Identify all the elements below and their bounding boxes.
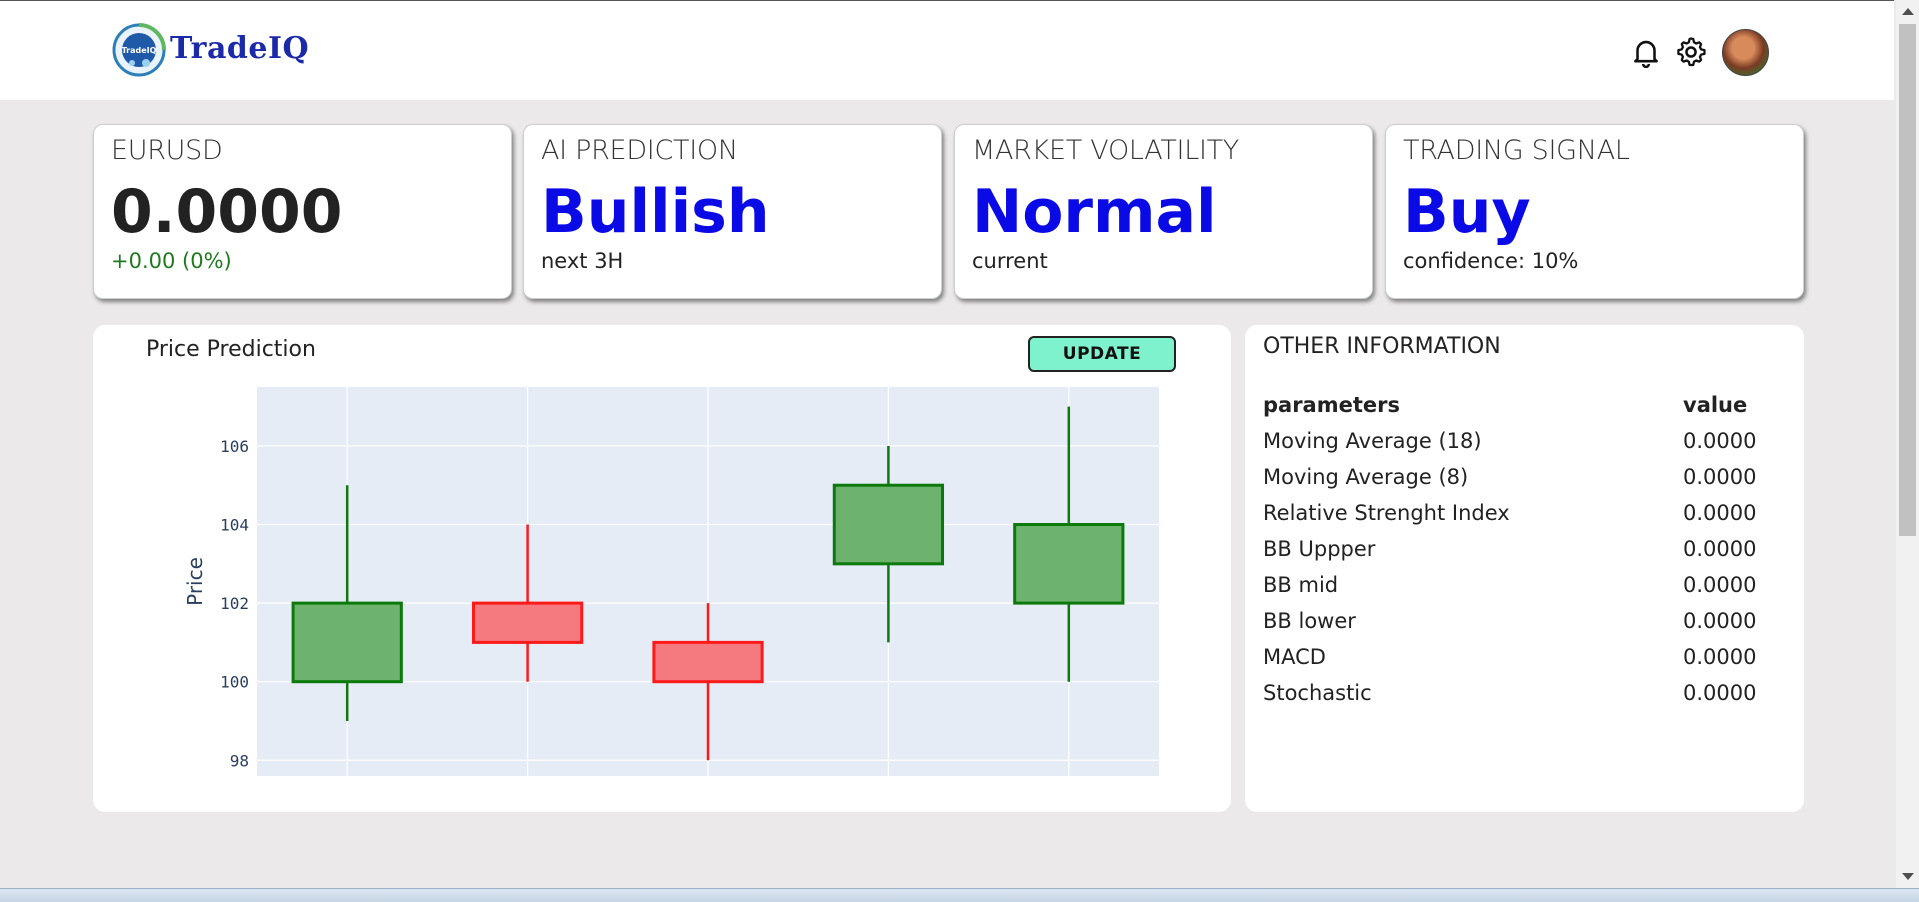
parameter-value: 0.0000	[1683, 573, 1757, 597]
vertical-scrollbar[interactable]	[1896, 0, 1919, 888]
column-header-parameters: parameters	[1263, 393, 1400, 417]
scroll-down-icon[interactable]	[1902, 873, 1914, 880]
parameter-name: BB mid	[1263, 573, 1339, 597]
card-sub: next 3H	[541, 249, 624, 273]
table-row: Moving Average (8) 0.0000	[1263, 459, 1756, 495]
parameter-value: 0.0000	[1683, 681, 1757, 705]
chart-title: Price Prediction	[146, 337, 316, 362]
candle-body	[1013, 523, 1125, 605]
parameter-name: Moving Average (8)	[1263, 465, 1469, 489]
table-row: Stochastic 0.0000	[1263, 675, 1756, 711]
parameter-value: 0.0000	[1683, 645, 1757, 669]
y-tick-label: 98	[230, 751, 249, 770]
candlestick-chart[interactable]: 98 100 102 104 106 Price	[93, 325, 1231, 812]
tradeiq-logo-icon[interactable]: TradeIQ	[112, 23, 166, 77]
card-value: Normal	[972, 177, 1217, 247]
table-row: BB mid 0.0000	[1263, 567, 1756, 603]
card-sub: confidence: 10%	[1403, 249, 1579, 273]
logo-mark-text: TradeIQ	[122, 46, 157, 55]
candle-body	[832, 483, 945, 566]
parameter-name: Relative Strenght Index	[1263, 501, 1510, 525]
y-tick-label: 106	[220, 437, 249, 456]
card-label: MARKET VOLATILITY	[972, 135, 1239, 166]
scroll-thumb[interactable]	[1899, 24, 1916, 536]
candle-body	[471, 601, 584, 644]
column-header-value: value	[1683, 393, 1748, 417]
parameter-value: 0.0000	[1683, 429, 1757, 453]
card-trading-signal: TRADING SIGNAL Buy confidence: 10%	[1385, 124, 1804, 299]
candle-body	[291, 601, 403, 684]
table-row: BB Uppper 0.0000	[1263, 531, 1756, 567]
parameter-name: BB Uppper	[1263, 537, 1376, 561]
other-information-panel: OTHER INFORMATION parameters value Movin…	[1245, 325, 1804, 812]
parameter-name: BB lower	[1263, 609, 1356, 633]
table-row: BB lower 0.0000	[1263, 603, 1756, 639]
table-header-row: parameters value	[1263, 387, 1756, 423]
parameter-name: Stochastic	[1263, 681, 1372, 705]
user-avatar[interactable]	[1722, 29, 1769, 76]
card-label: TRADING SIGNAL	[1403, 135, 1630, 166]
card-sub: +0.00 (0%)	[111, 249, 232, 273]
candle-body	[652, 640, 764, 684]
scroll-up-icon[interactable]	[1902, 8, 1914, 15]
card-value: 0.0000	[111, 177, 343, 247]
parameter-value: 0.0000	[1683, 537, 1757, 561]
card-label: EURUSD	[111, 135, 223, 166]
taskbar	[0, 888, 1919, 902]
brand-name[interactable]: TradeIQ	[170, 31, 310, 66]
y-tick-label: 104	[220, 516, 249, 535]
card-value: Bullish	[541, 177, 770, 247]
y-tick-label: 100	[220, 673, 249, 692]
card-sub: current	[972, 249, 1048, 273]
card-value: Buy	[1403, 177, 1531, 247]
card-market-volatility: MARKET VOLATILITY Normal current	[954, 124, 1373, 299]
parameter-value: 0.0000	[1683, 501, 1757, 525]
table-row: MACD 0.0000	[1263, 639, 1756, 675]
card-ai-prediction: AI PREDICTION Bullish next 3H	[523, 124, 942, 299]
table-row: Moving Average (18) 0.0000	[1263, 423, 1756, 459]
table-row: Relative Strenght Index 0.0000	[1263, 495, 1756, 531]
info-title: OTHER INFORMATION	[1263, 334, 1501, 359]
parameter-name: MACD	[1263, 645, 1326, 669]
price-prediction-panel: Price Prediction UPDATE 98 100 102 104 106 Pr…	[93, 325, 1231, 812]
parameters-table: parameters value Moving Average (18) 0.00…	[1263, 387, 1756, 711]
y-axis-label: Price	[183, 557, 207, 606]
bell-icon[interactable]	[1629, 35, 1663, 69]
card-eurusd: EURUSD 0.0000 +0.00 (0%)	[93, 124, 512, 299]
parameter-name: Moving Average (18)	[1263, 429, 1482, 453]
y-tick-label: 102	[220, 594, 249, 613]
parameter-value: 0.0000	[1683, 465, 1757, 489]
card-label: AI PREDICTION	[541, 135, 738, 166]
gear-icon[interactable]	[1674, 35, 1708, 69]
top-bar: TradeIQ TradeIQ	[0, 0, 1894, 100]
parameter-value: 0.0000	[1683, 609, 1757, 633]
update-button[interactable]: UPDATE	[1028, 336, 1176, 372]
